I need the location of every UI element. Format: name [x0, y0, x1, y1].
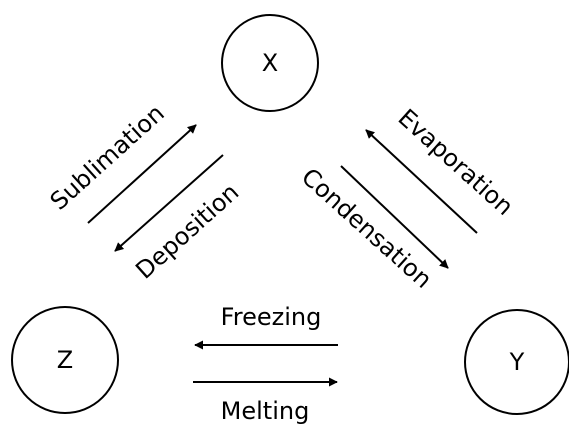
node-circle	[11, 306, 119, 414]
arrow	[365, 129, 478, 234]
edge-label: Sublimation	[45, 99, 170, 216]
edge-label: Freezing	[221, 303, 322, 331]
edge-label: Melting	[221, 397, 310, 425]
node-label: Z	[57, 346, 73, 374]
node-circle	[464, 309, 569, 415]
node-label: Y	[509, 348, 525, 376]
arrow	[340, 165, 449, 269]
edge-label: Evaporation	[393, 103, 519, 221]
arrow	[114, 154, 224, 252]
edge-label: Condensation	[296, 163, 437, 294]
node-label: X	[262, 49, 278, 77]
edge-label: Deposition	[130, 178, 244, 285]
arrow	[87, 124, 197, 224]
node-circle	[221, 14, 319, 112]
